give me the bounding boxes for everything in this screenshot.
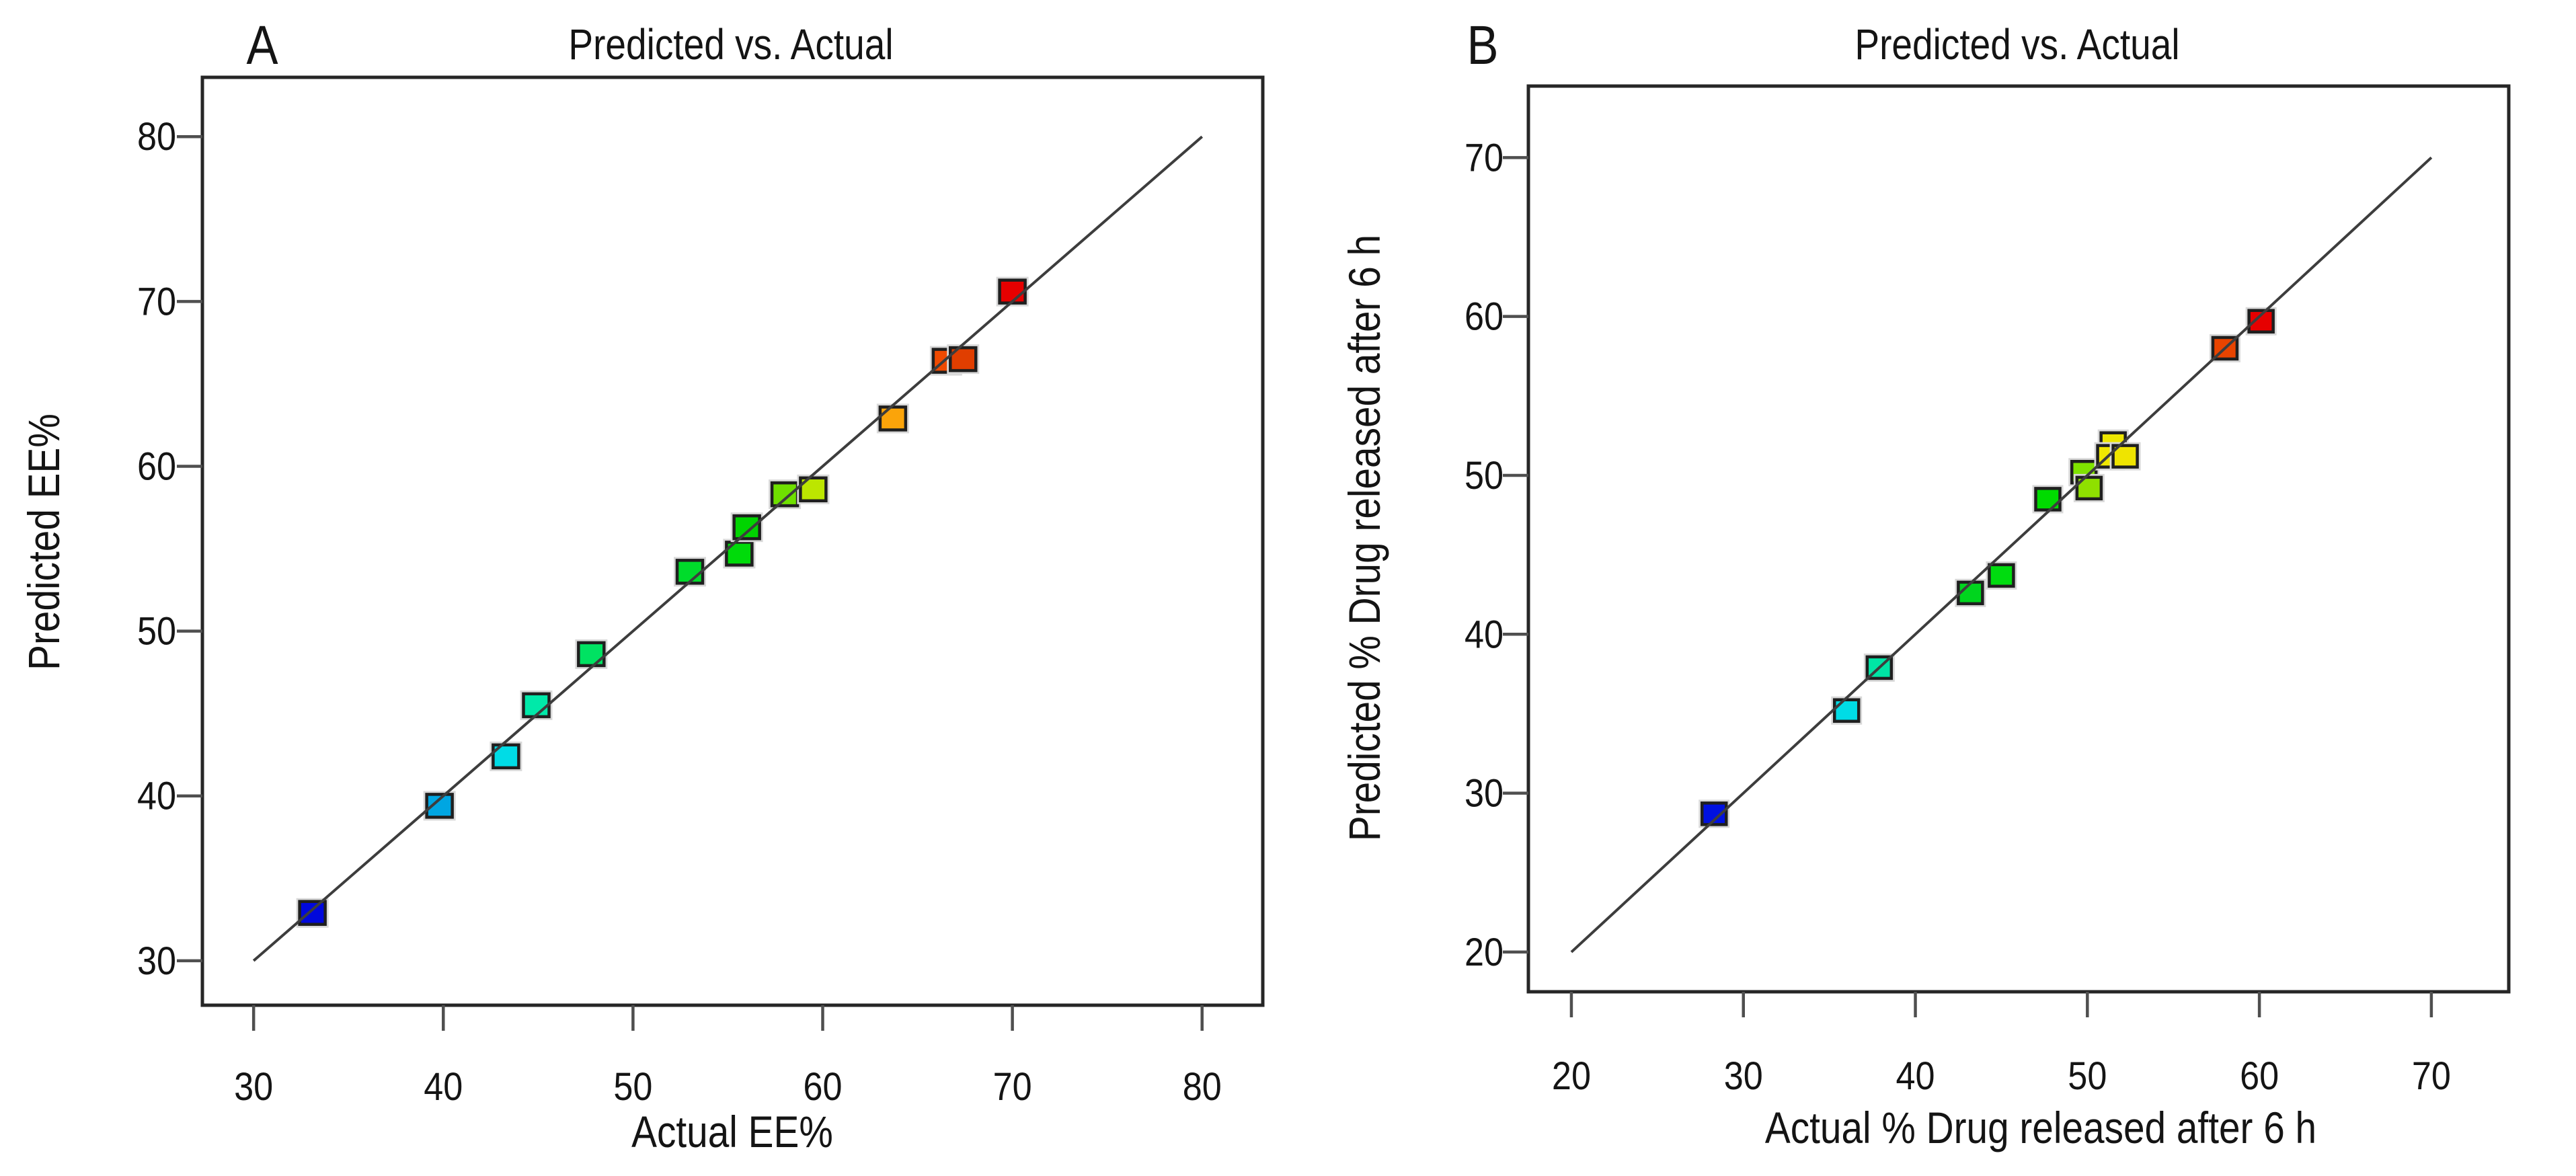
data-point	[675, 559, 705, 585]
x-tick-label: 20	[1552, 1054, 1591, 1097]
panel-b-chart: 20 30 40 50 60 70 20 30 40 50 60 70 Predicted vs. Ac…	[1340, 15, 2511, 1153]
data-point-halo	[2245, 307, 2277, 336]
data-point	[522, 692, 551, 719]
x-axis-label: Actual % Drug released after 6 h	[1765, 1103, 2316, 1153]
data-point-halo	[1955, 578, 1986, 607]
y-tick-label: 40	[137, 774, 176, 818]
data-point-halo	[730, 512, 763, 543]
y-tick-label: 70	[1465, 136, 1504, 180]
data-point	[770, 481, 799, 508]
chart-title: Predicted vs. Actual	[568, 20, 893, 69]
data-point-halo	[2209, 334, 2240, 362]
y-tick-label: 60	[137, 444, 176, 488]
data-point	[2111, 444, 2139, 469]
plot-box	[1526, 84, 2511, 994]
x-tick-label: 60	[2240, 1054, 2279, 1097]
x-tick-label: 30	[234, 1064, 273, 1108]
data-point-halo	[996, 276, 1029, 307]
data-point	[998, 278, 1027, 305]
data-point-halo	[520, 690, 553, 720]
data-point	[2075, 475, 2103, 501]
x-tick-label: 40	[1896, 1054, 1935, 1097]
x-tick-label: 60	[803, 1064, 842, 1108]
data-point-halo	[2109, 442, 2141, 471]
data-point	[298, 900, 327, 926]
y-tick-label: 80	[137, 115, 176, 159]
data-point-halo	[674, 557, 707, 587]
identity-line	[252, 135, 1204, 962]
panel-letter: A	[246, 15, 278, 76]
plot-box	[200, 75, 1265, 1007]
y-tick-label: 50	[1465, 453, 1504, 497]
data-point	[1832, 698, 1861, 723]
x-tick-label: 40	[424, 1064, 463, 1108]
y-tick-label: 30	[137, 939, 176, 982]
x-tick-label: 30	[1724, 1054, 1763, 1097]
data-point-halo	[1699, 799, 1730, 828]
data-point	[732, 514, 761, 541]
y-tick-label: 70	[137, 280, 176, 323]
x-tick-label: 80	[1183, 1064, 1222, 1108]
data-point-halo	[1863, 653, 1895, 682]
y-tick-label: 40	[1465, 613, 1504, 656]
y-tick-label: 20	[1465, 930, 1504, 974]
x-tick-label: 70	[2412, 1054, 2451, 1097]
data-point-halo	[296, 898, 329, 928]
y-tick-label: 60	[1465, 295, 1504, 338]
x-tick-label: 70	[993, 1064, 1032, 1108]
x-axis-label: Actual EE%	[631, 1107, 833, 1157]
data-point-halo	[423, 791, 456, 821]
y-tick-label: 50	[137, 609, 176, 653]
data-point	[1988, 563, 2015, 588]
panel-letter: B	[1467, 15, 1498, 76]
y-axis-label: Predicted % Drug released after 6 h	[1340, 235, 1390, 841]
y-axis-label: Predicted EE%	[19, 414, 69, 670]
data-point	[2034, 487, 2062, 512]
data-point	[577, 641, 606, 668]
x-tick-label: 50	[2068, 1054, 2107, 1097]
panel-a-chart: 30 40 50 60 70 80 30 40 50 60 70 80 Predicted vs. Ac…	[19, 15, 1265, 1157]
chart-title: Predicted vs. Actual	[1855, 20, 2179, 69]
y-tick-label: 30	[1465, 771, 1504, 815]
identity-line	[1570, 156, 2433, 953]
data-point-halo	[1986, 561, 2017, 590]
data-point	[878, 405, 908, 432]
x-tick-label: 50	[613, 1064, 652, 1108]
